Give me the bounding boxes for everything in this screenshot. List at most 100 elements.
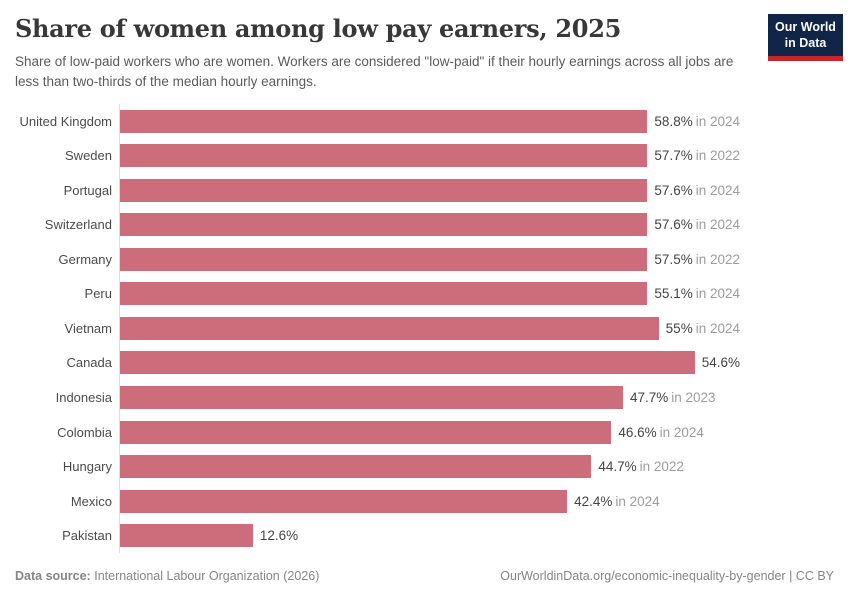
bar-row: Canada 54.6% [0, 346, 850, 381]
bar-track: 12.6% [120, 524, 740, 548]
bar-track: 55% in 2024 [120, 316, 740, 340]
chart-title: Share of women among low pay earners, 20… [15, 14, 621, 43]
bar-track: 47.7% in 2023 [120, 386, 740, 410]
value-label: 54.6% [701, 355, 740, 371]
bar-value: 47.7% in 2023 [630, 390, 716, 405]
bar-track: 57.5% in 2022 [120, 247, 740, 271]
bar [120, 144, 648, 168]
country-label: Pakistan [62, 528, 112, 544]
bar-value: 57.7% in 2022 [654, 148, 740, 163]
bar-track: 42.4% in 2024 [120, 489, 740, 513]
footer-license: | CC BY [785, 569, 834, 583]
owid-logo-line1: Our World [775, 20, 836, 34]
year-label: in 2024 [695, 286, 740, 302]
value-label: 57.5% [654, 251, 693, 267]
value-label: 55% [665, 320, 693, 336]
year-label: in 2024 [659, 424, 704, 440]
bar-value: 42.4% in 2024 [574, 494, 660, 509]
bar-row: Sweden 57.7% in 2022 [0, 139, 850, 174]
chart-subtitle: Share of low-paid workers who are women.… [15, 54, 734, 89]
country-label: Indonesia [55, 390, 112, 406]
country-label: Vietnam [64, 320, 112, 336]
country-label: Germany [58, 251, 112, 267]
data-source: Data source: International Labour Organi… [15, 569, 319, 583]
country-label: Sweden [65, 148, 112, 164]
bar-track: 57.6% in 2024 [120, 178, 740, 202]
year-label: in 2024 [695, 320, 740, 336]
country-label: Hungary [62, 459, 112, 475]
year-label: in 2022 [639, 459, 684, 475]
year-label: in 2022 [695, 251, 740, 267]
bar-chart: United Kingdom 58.8% in 2024 Sweden 57.7%… [0, 104, 850, 553]
value-label: 44.7% [598, 459, 637, 475]
country-label: Colombia [57, 424, 112, 440]
bar-value: 46.6% in 2024 [618, 425, 704, 440]
bar-row: United Kingdom 58.8% in 2024 [0, 104, 850, 139]
country-label: Peru [84, 286, 112, 302]
bar [120, 524, 253, 548]
year-label: in 2024 [695, 217, 740, 233]
bar-row: Mexico 42.4% in 2024 [0, 484, 850, 519]
y-axis-line [119, 104, 120, 553]
bar-value: 44.7% in 2022 [598, 459, 684, 474]
country-label: United Kingdom [19, 113, 113, 129]
bar-track: 54.6% [120, 351, 740, 375]
value-label: 46.6% [618, 424, 657, 440]
bar-row: Portugal 57.6% in 2024 [0, 173, 850, 208]
data-source-label: Data source: [15, 569, 91, 583]
data-source-value: International Labour Organization (2026) [94, 569, 320, 583]
bar [120, 386, 623, 410]
bar-row: Colombia 46.6% in 2024 [0, 415, 850, 450]
value-label: 57.7% [654, 148, 693, 164]
bar-rows: United Kingdom 58.8% in 2024 Sweden 57.7%… [0, 104, 850, 553]
bar-value: 55.1% in 2024 [654, 286, 740, 301]
year-label: in 2024 [615, 493, 660, 509]
country-label: Portugal [63, 182, 112, 198]
value-label: 55.1% [654, 286, 693, 302]
bar [120, 247, 648, 271]
bar-track: 55.1% in 2024 [120, 282, 740, 306]
country-label: Canada [66, 355, 112, 371]
bar [120, 213, 648, 237]
bar-track: 57.7% in 2022 [120, 144, 740, 168]
owid-logo: Our World in Data [768, 14, 843, 61]
bar-row: Germany 57.5% in 2022 [0, 242, 850, 277]
bar-track: 44.7% in 2022 [120, 455, 740, 479]
bar-value: 57.6% in 2024 [654, 217, 740, 232]
year-label: in 2024 [695, 182, 740, 198]
value-label: 57.6% [654, 182, 693, 198]
bar-row: Pakistan 12.6% [0, 518, 850, 553]
country-label: Mexico [70, 493, 112, 509]
value-label: 57.6% [654, 217, 693, 233]
bar-track: 58.8% in 2024 [120, 109, 740, 133]
bar [120, 316, 659, 340]
value-label: 12.6% [259, 528, 299, 544]
chart-footer: Data source: International Labour Organi… [15, 569, 834, 583]
bar [120, 351, 695, 375]
country-label: Switzerland [44, 217, 112, 233]
bar-row: Peru 55.1% in 2024 [0, 277, 850, 312]
bar [120, 420, 612, 444]
bar-row: Vietnam 55% in 2024 [0, 311, 850, 346]
footer-link[interactable]: OurWorldinData.org/economic-inequality-b… [500, 569, 786, 583]
value-label: 58.8% [654, 113, 693, 129]
year-label: in 2024 [695, 113, 740, 129]
bar-value: 58.8% in 2024 [654, 114, 740, 129]
year-label: in 2022 [695, 148, 740, 164]
bar-row: Switzerland 57.6% in 2024 [0, 208, 850, 243]
value-label: 47.7% [629, 390, 669, 406]
bar-value: 57.5% in 2022 [654, 252, 740, 267]
bar-track: 46.6% in 2024 [120, 420, 740, 444]
bar [120, 489, 568, 513]
footer-right: OurWorldinData.org/economic-inequality-b… [500, 569, 834, 583]
value-label: 42.4% [574, 493, 613, 509]
bar-value: 54.6% [702, 355, 740, 370]
year-label: in 2023 [671, 390, 716, 406]
bar [120, 178, 648, 202]
bar-row: Hungary 44.7% in 2022 [0, 449, 850, 484]
bar-row: Indonesia 47.7% in 2023 [0, 380, 850, 415]
owid-logo-line2: in Data [784, 36, 827, 51]
bar [120, 455, 592, 479]
bar [120, 282, 648, 306]
